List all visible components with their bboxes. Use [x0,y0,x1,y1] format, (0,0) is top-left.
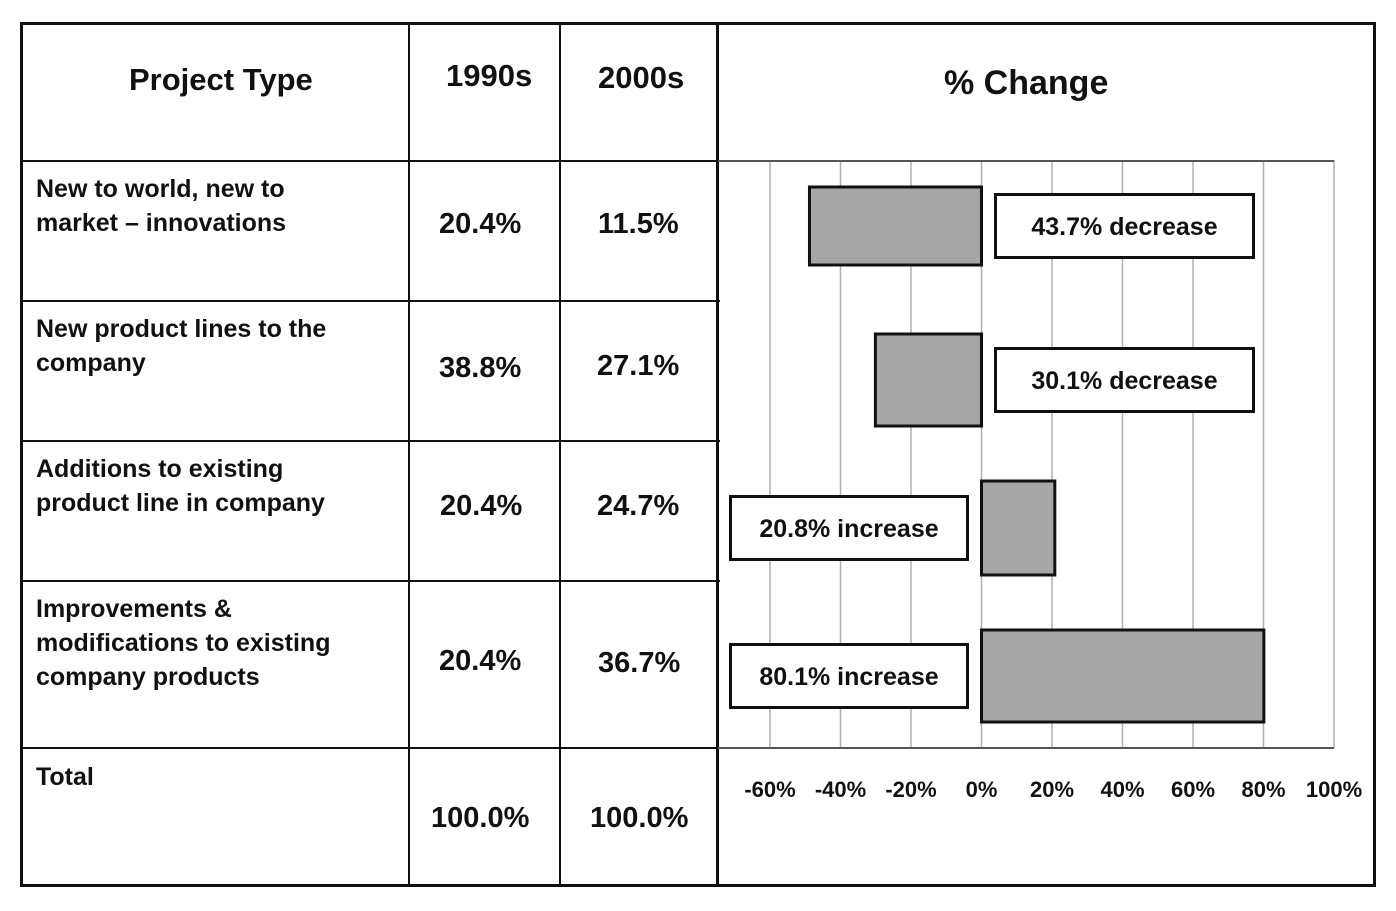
bar [807,185,984,267]
x-tick-label: 20% [1030,777,1074,802]
col-divider-2 [559,22,561,887]
cell-2000s-total: 100.0% [590,802,689,834]
data-label: 43.7% decrease [1031,213,1217,241]
row-divider-5 [20,747,720,749]
cell-1990s-row2: 38.8% [439,352,522,384]
cell-1990s-total: 100.0% [431,802,530,834]
cell-2000s-row4: 36.7% [598,647,681,679]
bar [980,628,1266,724]
data-label: 20.8% increase [759,515,938,543]
x-tick-label: 80% [1241,777,1285,802]
bar [873,332,984,428]
cell-2000s-row3: 24.7% [597,490,680,522]
cell-2000s-row2: 27.1% [597,350,680,382]
x-tick-label: 60% [1171,777,1215,802]
table-frame [20,22,1376,887]
data-label-box [994,347,1255,413]
data-label-box [994,193,1255,259]
header-project-type: Project Type [129,62,313,97]
x-tick-label: 100% [1306,777,1362,802]
row-divider-1 [20,160,720,162]
x-tick-label: 40% [1100,777,1144,802]
cell-1990s-row3: 20.4% [440,490,523,522]
header-1990s: 1990s [446,58,533,93]
x-tick-label: -40% [815,777,866,802]
x-tick-label: 0% [966,777,998,802]
cell-1990s-row1: 20.4% [439,208,522,240]
row-label-total: Total [36,763,94,791]
cell-2000s-row1: 11.5% [598,208,679,240]
row-label-innovations: New to world, new to market – innovation… [36,175,287,237]
header-2000s: 2000s [598,60,685,95]
row-label-improvements: Improvements & modifications to existing… [36,595,331,691]
col-divider-3 [716,22,719,887]
row-divider-3 [20,440,720,442]
cell-1990s-row4: 20.4% [439,645,522,677]
data-label-box [729,495,969,561]
row-divider-4 [20,580,720,582]
row-label-new-product-lines: New product lines to the company [36,315,327,377]
bar [980,479,1057,577]
data-label: 80.1% increase [759,663,938,691]
x-tick-label: -20% [885,777,936,802]
data-label-box [729,643,969,709]
data-label: 30.1% decrease [1031,367,1217,395]
percent-change-chart: -60% -40% -20% 0% 20% 40% 60% 80% 100% 43.7% decr… [718,160,1362,802]
row-divider-2 [20,300,720,302]
header-percent-change: % Change [944,64,1109,102]
x-tick-label: -60% [744,777,795,802]
row-label-additions: Additions to existing product line in co… [36,455,325,517]
col-divider-1 [408,22,410,887]
